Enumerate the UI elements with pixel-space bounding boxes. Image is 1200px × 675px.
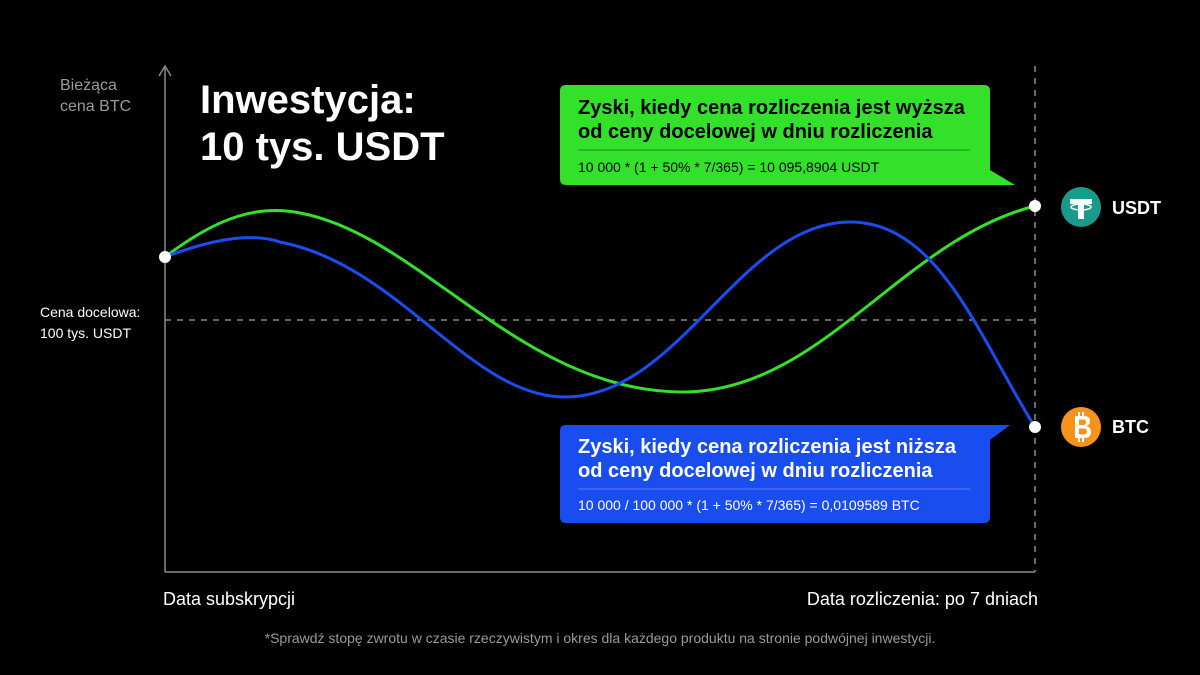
y-axis-label: cena BTC <box>60 98 131 115</box>
btc-point <box>1029 421 1041 433</box>
btc-glyph <box>1075 416 1091 438</box>
btc-glyph <box>1082 438 1084 442</box>
low-box: Zyski, kiedy cena rozliczenia jest niższ… <box>560 425 1010 523</box>
high-heading: od ceny docelowej w dniu rozliczenia <box>578 121 933 143</box>
usdt-curve <box>164 204 1036 394</box>
y-axis-arrow <box>158 64 172 77</box>
low-heading: od ceny docelowej w dniu rozliczenia <box>578 460 933 482</box>
btc-glyph <box>1078 438 1080 442</box>
usdt-label: USDT <box>1112 198 1161 218</box>
high-box-bg <box>560 85 1015 185</box>
high-heading: Zyski, kiedy cena rozliczenia jest wyższ… <box>578 97 966 119</box>
usdt-point <box>1029 200 1041 212</box>
target-label: Cena docelowa: <box>40 304 140 320</box>
title: Inwestycja: <box>200 78 416 122</box>
y-axis-label: Bieżąca <box>60 77 117 94</box>
start-point <box>159 251 171 263</box>
footnote: *Sprawdź stopę zwrotu w czasie rzeczywis… <box>265 630 936 646</box>
low-formula: 10 000 / 100 000 * (1 + 50% * 7/365) = 0… <box>578 497 920 513</box>
high-formula: 10 000 * (1 + 50% * 7/365) = 10 095,8904… <box>578 159 880 175</box>
btc-curve <box>164 220 1037 428</box>
low-box-bg <box>560 425 1010 523</box>
x-start-label: Data subskrypcji <box>163 589 295 609</box>
btc-glyph <box>1082 412 1084 416</box>
title: 10 tys. USDT <box>200 125 445 169</box>
btc-label: BTC <box>1112 417 1149 437</box>
low-heading: Zyski, kiedy cena rozliczenia jest niższ… <box>578 436 957 458</box>
btc-glyph <box>1078 412 1080 416</box>
x-end-label: Data rozliczenia: po 7 dniach <box>807 589 1038 609</box>
usdt-glyph-ring <box>1070 203 1092 211</box>
high-box: Zyski, kiedy cena rozliczenia jest wyższ… <box>560 85 1015 185</box>
target-label: 100 tys. USDT <box>40 325 131 341</box>
